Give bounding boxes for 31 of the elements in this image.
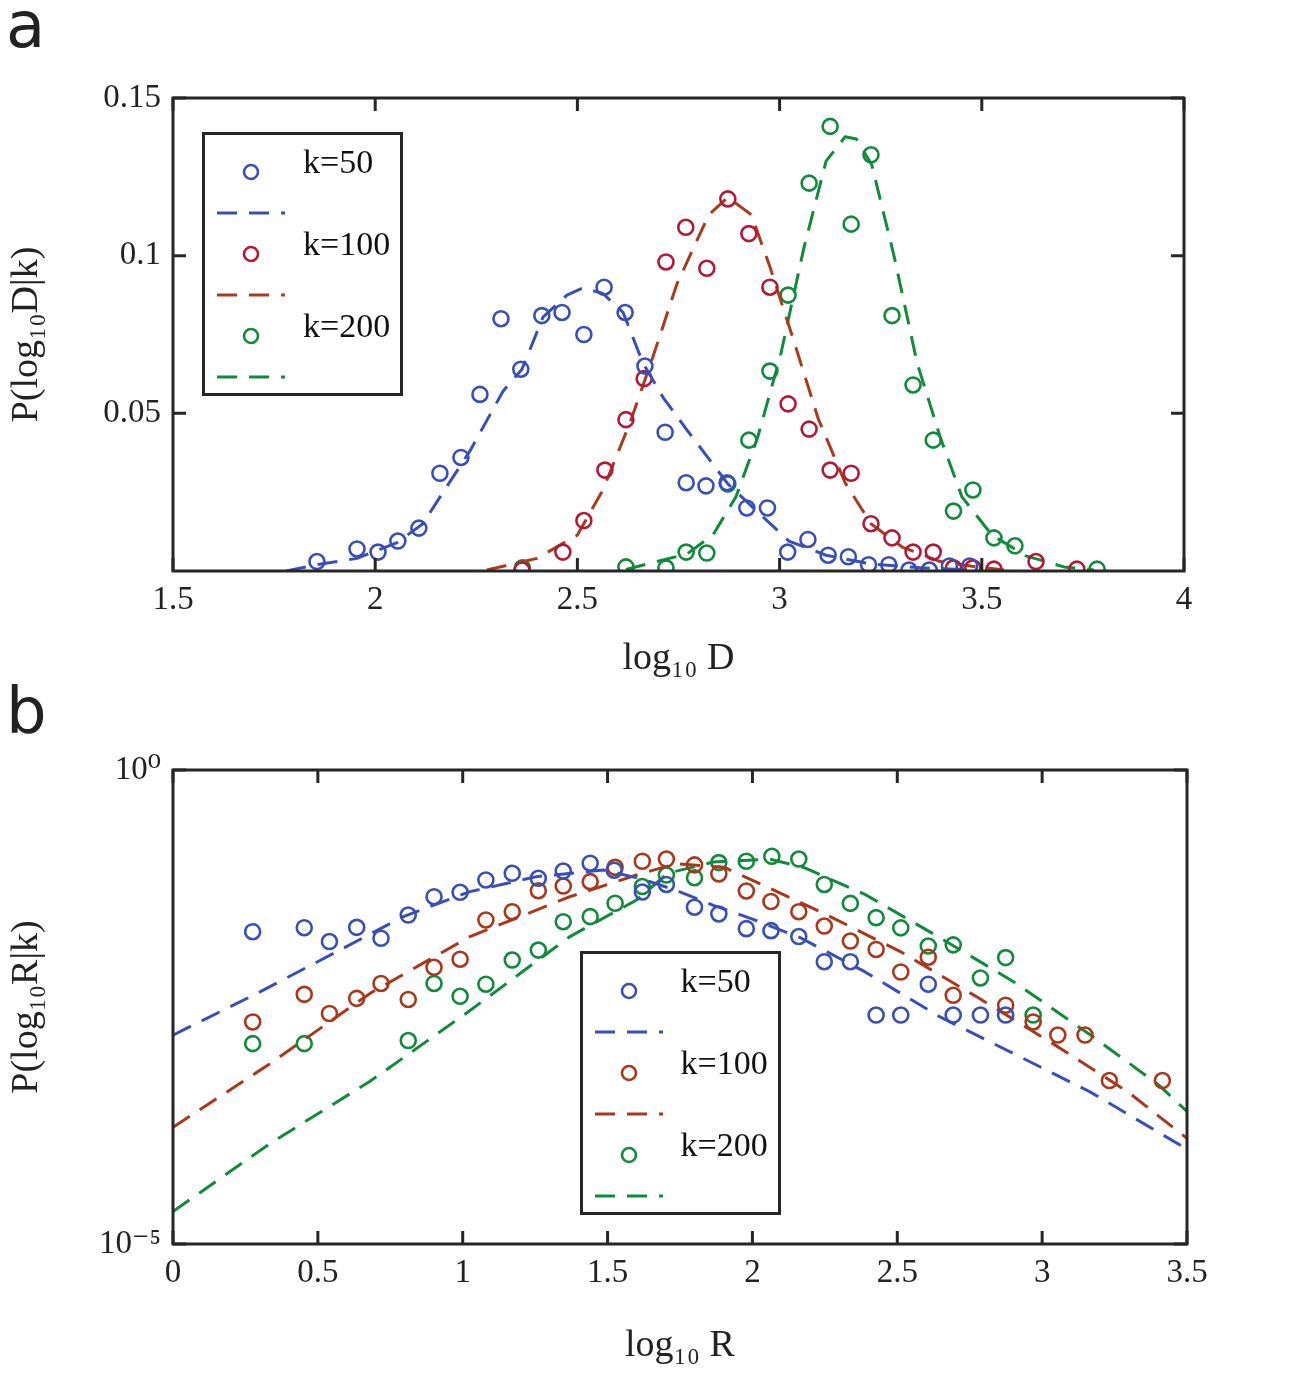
legend-label: k=50 <box>680 961 751 1000</box>
y-tick-label: 0.15 <box>103 77 161 114</box>
chart-title: b <box>6 674 47 748</box>
y-axis-title: P(log₁₀R|k) <box>2 920 46 1094</box>
x-tick-label: 0 <box>164 1253 182 1290</box>
y-tick-label: 0.1 <box>119 235 161 272</box>
legend-label: k=50 <box>303 142 374 181</box>
x-axis-title: log₁₀ D <box>622 635 735 678</box>
legend-label: k=100 <box>680 1043 768 1082</box>
x-tick-label: 2.5 <box>876 1253 918 1290</box>
y-tick-label: 10⁻⁵ <box>99 1223 161 1260</box>
chart-title: a <box>6 0 46 62</box>
x-tick-label: 1 <box>454 1253 471 1290</box>
x-tick-label: 0.5 <box>297 1253 339 1290</box>
y-tick-label: 0.05 <box>103 393 161 430</box>
y-tick-label: 10⁰ <box>114 749 161 786</box>
x-tick-label: 3 <box>1033 1253 1051 1290</box>
x-tick-label: 1.5 <box>152 580 194 617</box>
x-tick-label: 4 <box>1175 580 1193 617</box>
x-tick-label: 2 <box>366 580 384 617</box>
legend-label: k=200 <box>680 1125 768 1164</box>
x-tick-label: 3.5 <box>1166 1253 1208 1290</box>
x-tick-label: 2 <box>744 1253 761 1290</box>
x-tick-label: 3.5 <box>961 580 1003 617</box>
legend-label: k=100 <box>303 224 391 263</box>
x-tick-label: 1.5 <box>586 1253 629 1290</box>
y-axis-title: P(log₁₀D|k) <box>2 246 46 423</box>
x-axis-title: log₁₀ R <box>625 1322 736 1365</box>
x-tick-label: 2.5 <box>556 580 599 617</box>
legend-label: k=200 <box>303 306 391 345</box>
x-tick-label: 3 <box>771 580 788 617</box>
